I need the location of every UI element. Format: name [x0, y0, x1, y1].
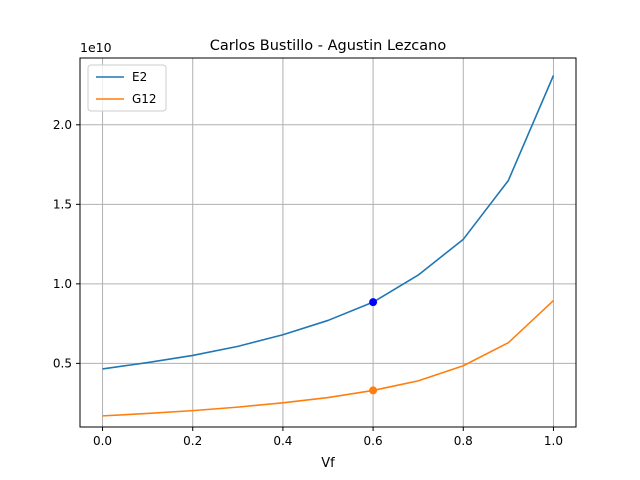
legend: E2 G12: [87, 64, 167, 112]
x-tick-label: 0.8: [454, 434, 473, 448]
legend-label-e2: E2: [132, 70, 147, 84]
series-line-g12: [102, 299, 554, 417]
axes-frame: [79, 57, 577, 428]
x-axis-label: Vf: [321, 456, 335, 471]
chart-title: Carlos Bustillo - Agustin Lezcano: [210, 38, 447, 54]
y-tick-label: 2.0: [53, 118, 72, 132]
x-tick-label: 0.6: [364, 434, 383, 448]
highlight-points: [369, 298, 378, 395]
ticks: 0.0 0.2 0.4 0.6 0.8 1.0 0.5 1.0 1.5 2.0: [53, 118, 563, 448]
highlight-point-g12: [369, 386, 378, 395]
legend-label-g12: G12: [132, 92, 157, 106]
y-tick-label: 0.5: [53, 356, 72, 370]
series-lines: [102, 75, 555, 417]
x-tick-label: 0.4: [273, 434, 292, 448]
x-tick-label: 0.0: [93, 434, 112, 448]
series-line-e2: [102, 75, 555, 370]
x-tick-label: 1.0: [544, 434, 563, 448]
y-tick-label: 1.5: [53, 197, 72, 211]
x-tick-label: 0.2: [183, 434, 202, 448]
highlight-point-e2: [369, 298, 378, 307]
y-axis-offset-label: 1e10: [80, 40, 112, 55]
grid: [80, 58, 576, 427]
y-tick-label: 1.0: [53, 277, 72, 291]
